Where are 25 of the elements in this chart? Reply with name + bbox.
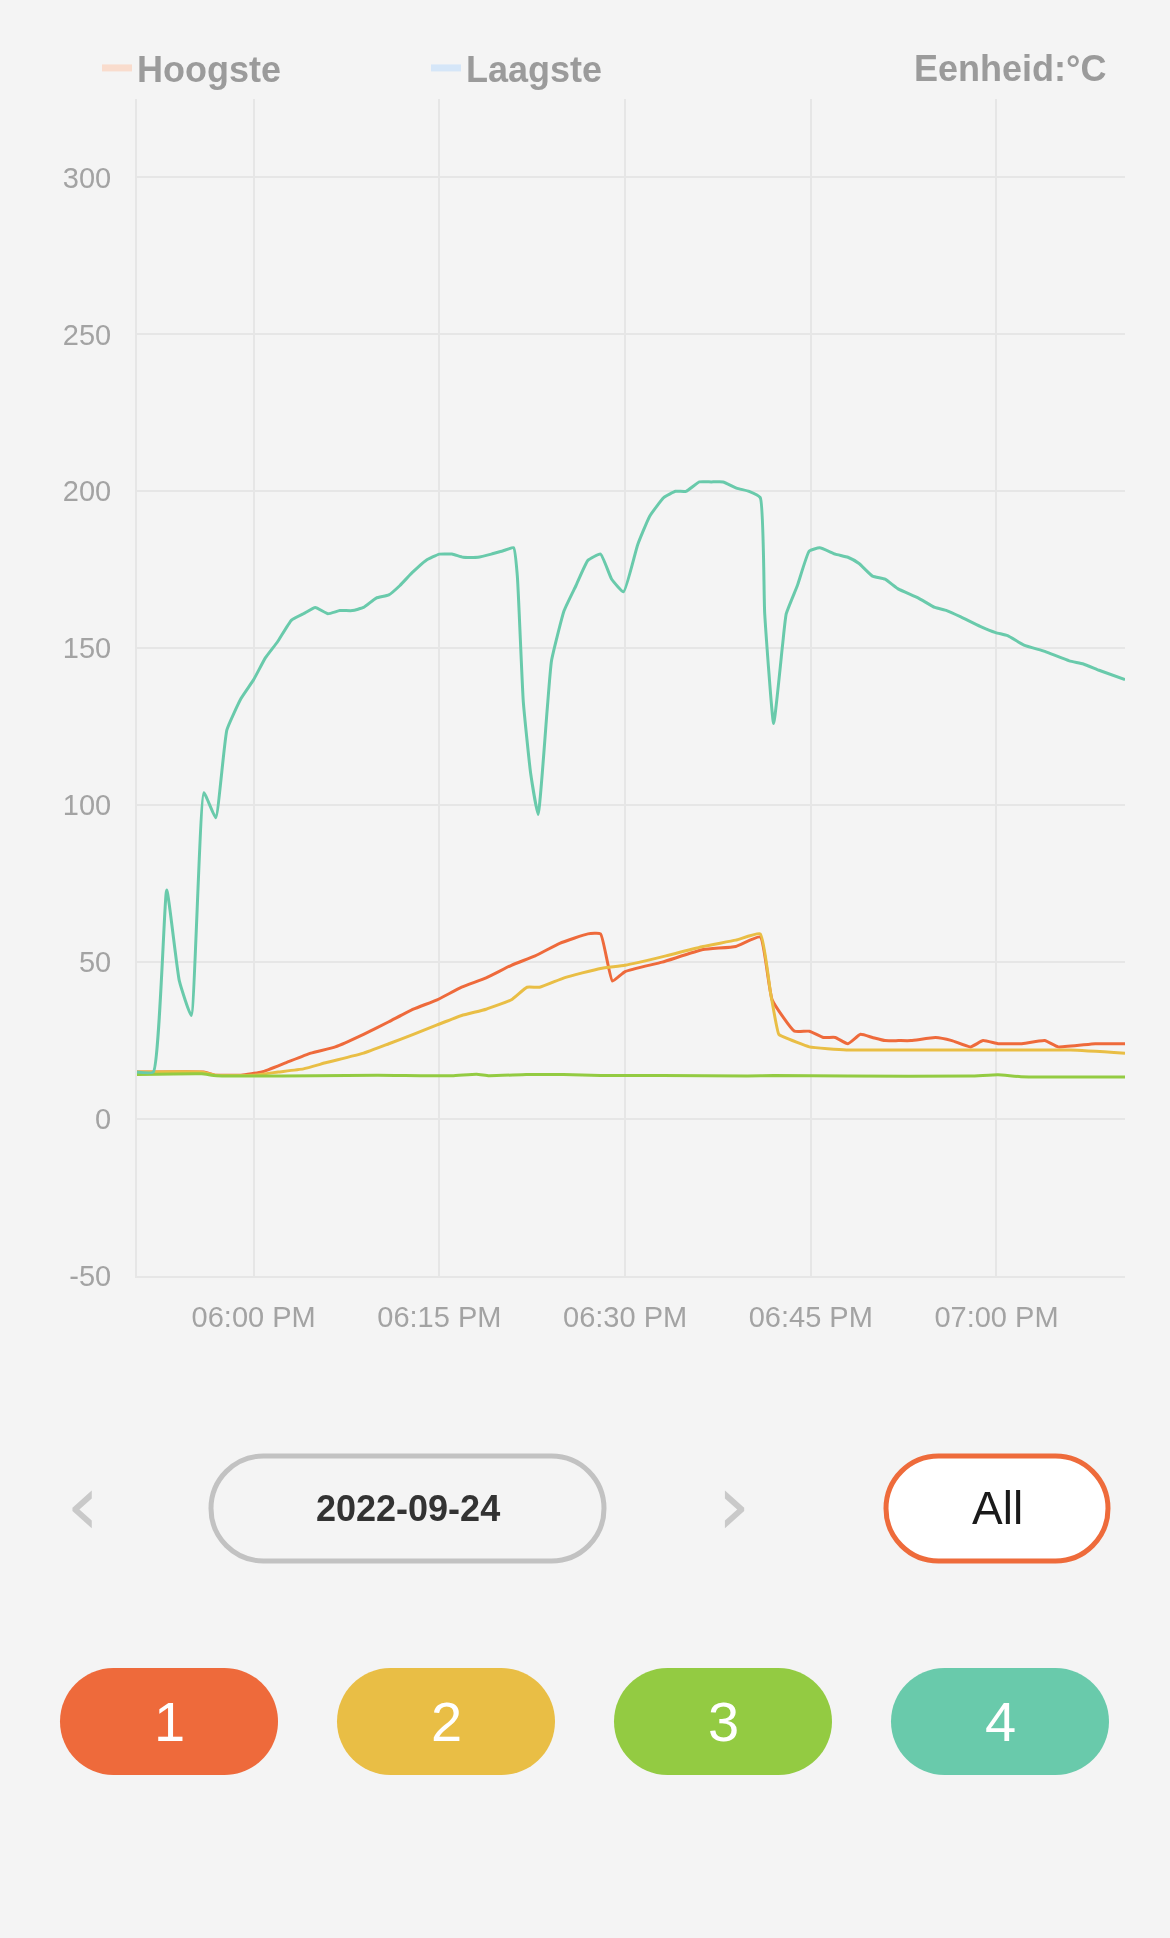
y-tick-label: 300 bbox=[62, 161, 112, 194]
text: 1 bbox=[154, 1690, 186, 1753]
legend-label: Hoogste bbox=[137, 48, 281, 90]
x-tick-label: 06:45 PM bbox=[748, 1300, 873, 1333]
y-tick-label: 100 bbox=[62, 789, 112, 822]
y-tick-label: 150 bbox=[62, 632, 112, 665]
text: › bbox=[717, 1456, 751, 1554]
y-tick-label: 0 bbox=[95, 1103, 112, 1136]
x-tick-label: 06:15 PM bbox=[377, 1300, 502, 1333]
text: 2 bbox=[431, 1690, 463, 1753]
text: Eenheid:°C bbox=[914, 48, 1107, 89]
text: 2022-09-24 bbox=[316, 1488, 501, 1529]
x-tick-label: 06:00 PM bbox=[191, 1300, 316, 1333]
y-tick-label: 50 bbox=[78, 946, 112, 979]
line-series bbox=[137, 480, 1125, 1074]
x-tick-label: 06:30 PM bbox=[562, 1300, 688, 1333]
y-tick-label: -50 bbox=[69, 1260, 112, 1293]
y-tick-label: 200 bbox=[62, 475, 112, 508]
legend-label: Laagste bbox=[466, 48, 603, 90]
text: ‹ bbox=[66, 1456, 100, 1554]
x-tick-label: 07:00 PM bbox=[934, 1300, 1059, 1333]
y-tick-label: 250 bbox=[62, 318, 112, 351]
text: All bbox=[972, 1482, 1024, 1534]
text: 3 bbox=[708, 1690, 740, 1753]
text: 4 bbox=[985, 1690, 1017, 1753]
